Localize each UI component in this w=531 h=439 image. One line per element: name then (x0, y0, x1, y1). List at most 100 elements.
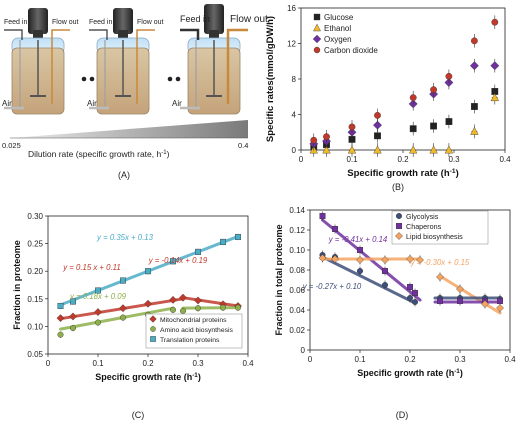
feed-in-label-2: Feed in (89, 19, 112, 26)
legend-label: Carbon dioxide (324, 46, 378, 55)
data-point (457, 298, 464, 305)
y-tick-label: 0.30 (27, 212, 43, 221)
data-point (374, 132, 381, 140)
x-axis-title: Specific growth rate (h-1) (95, 372, 201, 382)
y-tick-label: 0.02 (289, 326, 305, 335)
fit-equation: y = -0.41x + 0.14 (328, 235, 388, 244)
x-tick-label: 0.4 (242, 359, 254, 368)
feed-in-label-1: Feed in (4, 19, 27, 26)
legend-label: Mitochondrial proteins (160, 317, 227, 324)
y-tick-label: 0.04 (289, 306, 305, 315)
legend-label: Ethanol (324, 24, 351, 33)
fit-equation: y = -0.27x + 0.10 (302, 282, 362, 291)
legend-label: Glucose (324, 13, 354, 22)
legend-label: Translation proteins (160, 337, 220, 344)
data-point (496, 304, 504, 312)
data-point (310, 136, 318, 144)
y-tick-label: 0.10 (289, 246, 305, 255)
y-tick-label: 0.06 (289, 286, 305, 295)
data-point (318, 254, 327, 262)
x-tick-label: 0.2 (404, 355, 416, 364)
legend: Mitochondrial proteins Amino acid biosynt… (145, 313, 243, 349)
legend-marker (313, 13, 321, 21)
fit-equation: y = -0.14x + 0.19 (148, 256, 208, 265)
data-point (347, 145, 357, 154)
y-axis-title: Fraction in proteome (12, 240, 22, 330)
data-point (234, 233, 241, 240)
feed-in-label-3: Feed in (180, 14, 210, 24)
legend: Glucose Ethanol Oxygen Carbon dioxide (312, 13, 378, 55)
x-tick-label: 0 (308, 355, 313, 364)
data-point (497, 298, 504, 305)
data-point (430, 122, 437, 130)
data-point (381, 256, 389, 264)
data-point (490, 93, 499, 102)
y-tick-label: 16 (287, 4, 296, 13)
data-point (323, 133, 330, 141)
data-point (69, 298, 76, 305)
y-tick-label: 8 (292, 75, 297, 84)
fit-equation: y = 0.18x + 0.09 (69, 292, 127, 301)
x-axis-title: Specific growth rate (h-1) (347, 168, 458, 179)
y-tick-label: 0.25 (27, 240, 43, 249)
y-tick-label: 0 (292, 146, 297, 155)
ellipsis-dot (167, 76, 173, 82)
bioreactor-2: Feed in Flow out Air (87, 8, 164, 115)
panel-label-a: (A) (118, 170, 130, 180)
motor-2 (113, 8, 133, 34)
x-tick-label: 0.2 (142, 359, 154, 368)
fit-line (181, 296, 240, 308)
data-point (470, 37, 478, 45)
chart-d-total-proteome: 0 0.1 0.2 0.3 0.4 0 0.02 0.04 0.06 0.08 0.10 0.12 0.… (274, 206, 516, 420)
fit-equation: y = -0.30x + 0.15 (410, 258, 470, 267)
data-point (356, 256, 364, 264)
dilution-rate-label: Dilution rate (specific growth rate, h-1… (28, 149, 170, 159)
ellipsis-dot (175, 76, 181, 82)
x-tick-label: 0.1 (92, 359, 104, 368)
x-tick-label: 0.2 (397, 155, 409, 164)
motor-shaft-2 (118, 30, 128, 40)
x-tick-label: 0.3 (192, 359, 204, 368)
data-point (429, 145, 438, 154)
legend-label: Chaperons (406, 222, 442, 231)
air-label-3: Air (172, 99, 182, 108)
fit-line (59, 306, 175, 331)
y-tick-label: 0.08 (289, 266, 305, 275)
bioreactor-3: Feed in Flow out Air (172, 4, 268, 115)
y-tick-label: 0.20 (27, 267, 43, 276)
data-point (179, 307, 186, 314)
legend-box (145, 313, 243, 349)
panel-label: (B) (392, 182, 404, 192)
data-point (194, 296, 202, 305)
data-point (119, 314, 126, 321)
data-point (234, 304, 241, 311)
legend-marker (396, 222, 403, 229)
data-point (445, 72, 453, 80)
x-tick-label: 0.4 (499, 155, 511, 164)
fit-line (321, 255, 417, 305)
data-point (194, 248, 201, 255)
dilution-min-label: 0.025 (2, 141, 21, 150)
data-point (169, 258, 176, 265)
legend-label: Glycolysis (406, 212, 439, 221)
ellipsis-dot (89, 76, 95, 82)
panel-label: (C) (132, 410, 145, 420)
legend-marker (312, 34, 322, 44)
data-point (437, 298, 444, 305)
y-tick-label: 12 (287, 40, 296, 49)
data-point (382, 282, 389, 289)
data-point (119, 277, 126, 284)
data-point (407, 295, 414, 302)
data-point (219, 238, 226, 245)
fit-equation: y = 0.15 x + 0.11 (62, 263, 121, 272)
data-point (119, 304, 127, 313)
motor-shaft-3 (209, 30, 219, 40)
data-point (373, 145, 382, 154)
chart-b-specific-rates: 0 0.1 0.2 0.3 0.4 0 4 8 12 16 Specific growth rate… (265, 4, 511, 192)
data-point (144, 268, 151, 275)
flow-out-label-3: Flow out (230, 14, 268, 25)
legend-marker (149, 315, 157, 323)
fit-equation: y = 0.35x + 0.13 (96, 233, 154, 242)
legend-label: Oxygen (324, 35, 352, 44)
